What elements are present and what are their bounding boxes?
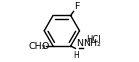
Text: NH₂: NH₂ [83,39,101,48]
Text: N: N [76,39,83,47]
Text: H: H [73,51,79,60]
Text: CH₃: CH₃ [28,42,46,51]
Text: HCl: HCl [86,35,101,44]
Text: F: F [74,2,79,11]
Text: O: O [41,42,49,51]
